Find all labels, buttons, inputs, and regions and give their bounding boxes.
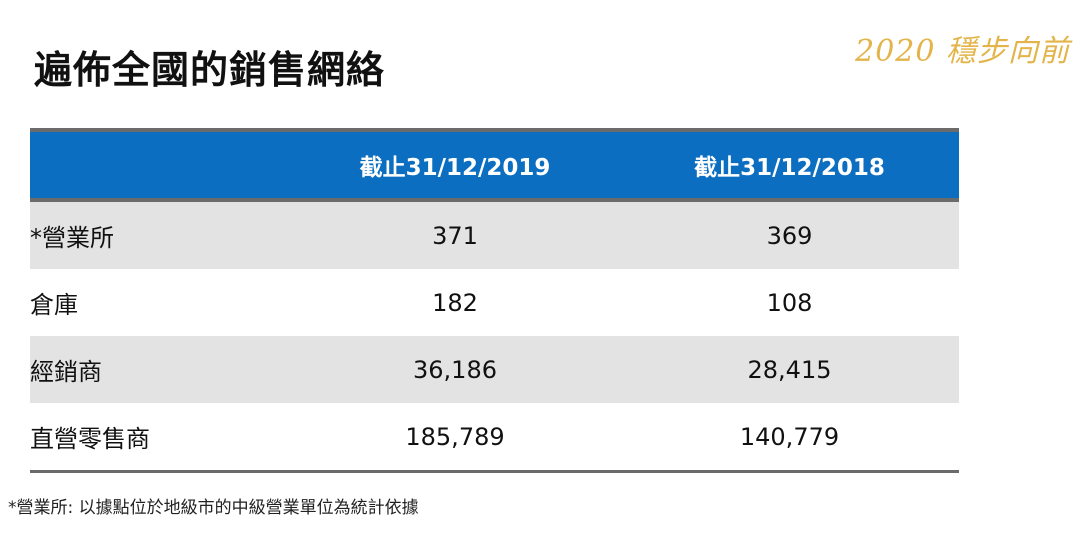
footnote: *營業所: 以據點位於地級市的中級營業單位為統計依據 bbox=[8, 498, 419, 518]
value-2019: 185,789 bbox=[290, 403, 620, 473]
slogan-logo: 2020 穩步向前 bbox=[855, 34, 1070, 69]
table-header-row: 截止31/12/2019 截止31/12/2018 bbox=[30, 128, 959, 202]
header-2018: 截止31/12/2018 bbox=[620, 128, 959, 202]
sales-network-table: 截止31/12/2019 截止31/12/2018 *營業所 371 369 倉… bbox=[30, 128, 959, 473]
page-title: 遍佈全國的銷售網絡 bbox=[34, 48, 386, 92]
value-2018: 140,779 bbox=[620, 403, 959, 473]
value-2018: 108 bbox=[766, 288, 813, 317]
row-label: 經銷商 bbox=[30, 358, 102, 386]
table-row: 直營零售商 185,789 140,779 bbox=[30, 403, 959, 473]
row-label: 倉庫 bbox=[30, 291, 78, 319]
value-2018: 369 bbox=[766, 221, 813, 250]
table-row: *營業所 371 369 bbox=[30, 200, 959, 269]
value-2019: 36,186 bbox=[413, 355, 497, 384]
sales-network-table-container: 截止31/12/2019 截止31/12/2018 *營業所 371 369 倉… bbox=[30, 128, 959, 473]
header-category bbox=[30, 128, 290, 202]
row-label: *營業所 bbox=[30, 224, 114, 252]
header-2019: 截止31/12/2019 bbox=[290, 128, 620, 202]
value-2019: 182 bbox=[432, 288, 478, 317]
row-label: 直營零售商 bbox=[30, 403, 290, 473]
value-2018: 28,415 bbox=[747, 355, 832, 384]
table-row: 經銷商 36,186 28,415 bbox=[30, 336, 959, 403]
value-2019: 371 bbox=[432, 221, 478, 250]
table-row: 倉庫 182 108 bbox=[30, 269, 959, 336]
